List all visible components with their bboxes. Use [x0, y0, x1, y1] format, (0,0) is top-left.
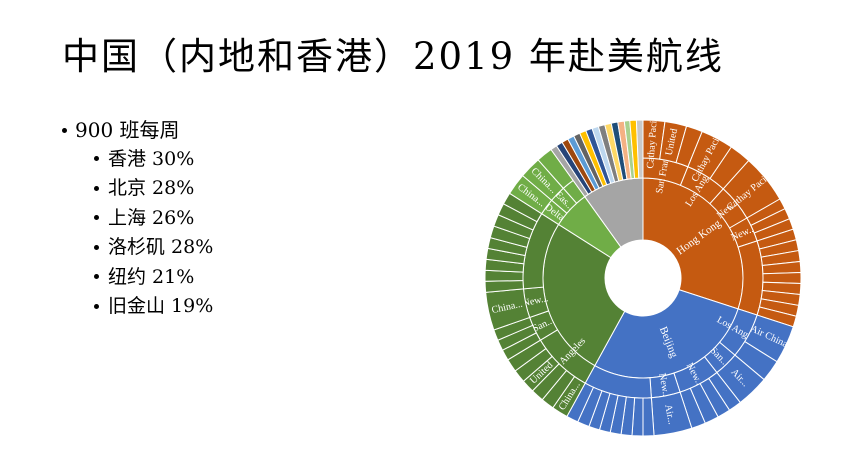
sub-bullet-list: 香港 30% 北京 28% 上海 26% 洛杉矶 28% 纽约 21% 旧金山 …: [94, 144, 213, 321]
sub-bullet: 纽约 21%: [94, 262, 213, 292]
bullet-dot: [94, 303, 99, 309]
sub-bullet-text: 北京 28%: [108, 177, 195, 200]
sub-bullet: 香港 30%: [94, 144, 213, 174]
bullet-main-text: 900 班每周: [75, 118, 180, 142]
sub-bullet: 上海 26%: [94, 203, 213, 233]
sub-bullet: 洛杉矶 28%: [94, 233, 213, 263]
sub-bullet-text: 洛杉矶 28%: [108, 236, 214, 259]
sunburst-destination-label: New...: [656, 372, 672, 399]
sub-bullet: 旧金山 19%: [94, 292, 213, 322]
bullet-dot: [94, 274, 99, 280]
sub-bullet: 北京 28%: [94, 174, 213, 204]
sunburst-airline-segment: [635, 119, 644, 179]
sub-bullet-text: 纽约 21%: [108, 265, 195, 288]
slide-title: 中国（内地和香港）2019 年赴美航线: [62, 35, 724, 78]
sub-bullet-text: 上海 26%: [108, 206, 195, 229]
bullet-list: 900 班每周 香港 30% 北京 28% 上海 26% 洛杉矶 28% 纽约 …: [62, 116, 213, 321]
bullet-dot: [94, 185, 99, 191]
sub-bullet-text: 旧金山 19%: [108, 295, 214, 318]
sunburst-airline-label: Cathay Pacific: [645, 109, 660, 169]
bullet-dot: [62, 127, 67, 133]
sunburst-airline-label: Air...: [662, 403, 677, 425]
bullet-dot: [94, 156, 99, 162]
bullet-dot: [94, 244, 99, 250]
sunburst-destination-label: New...: [522, 293, 549, 309]
sunburst-airline-segment: [762, 271, 802, 285]
bullet-main: 900 班每周: [62, 116, 213, 144]
bullet-dot: [94, 215, 99, 221]
sub-bullet-text: 香港 30%: [108, 147, 195, 170]
